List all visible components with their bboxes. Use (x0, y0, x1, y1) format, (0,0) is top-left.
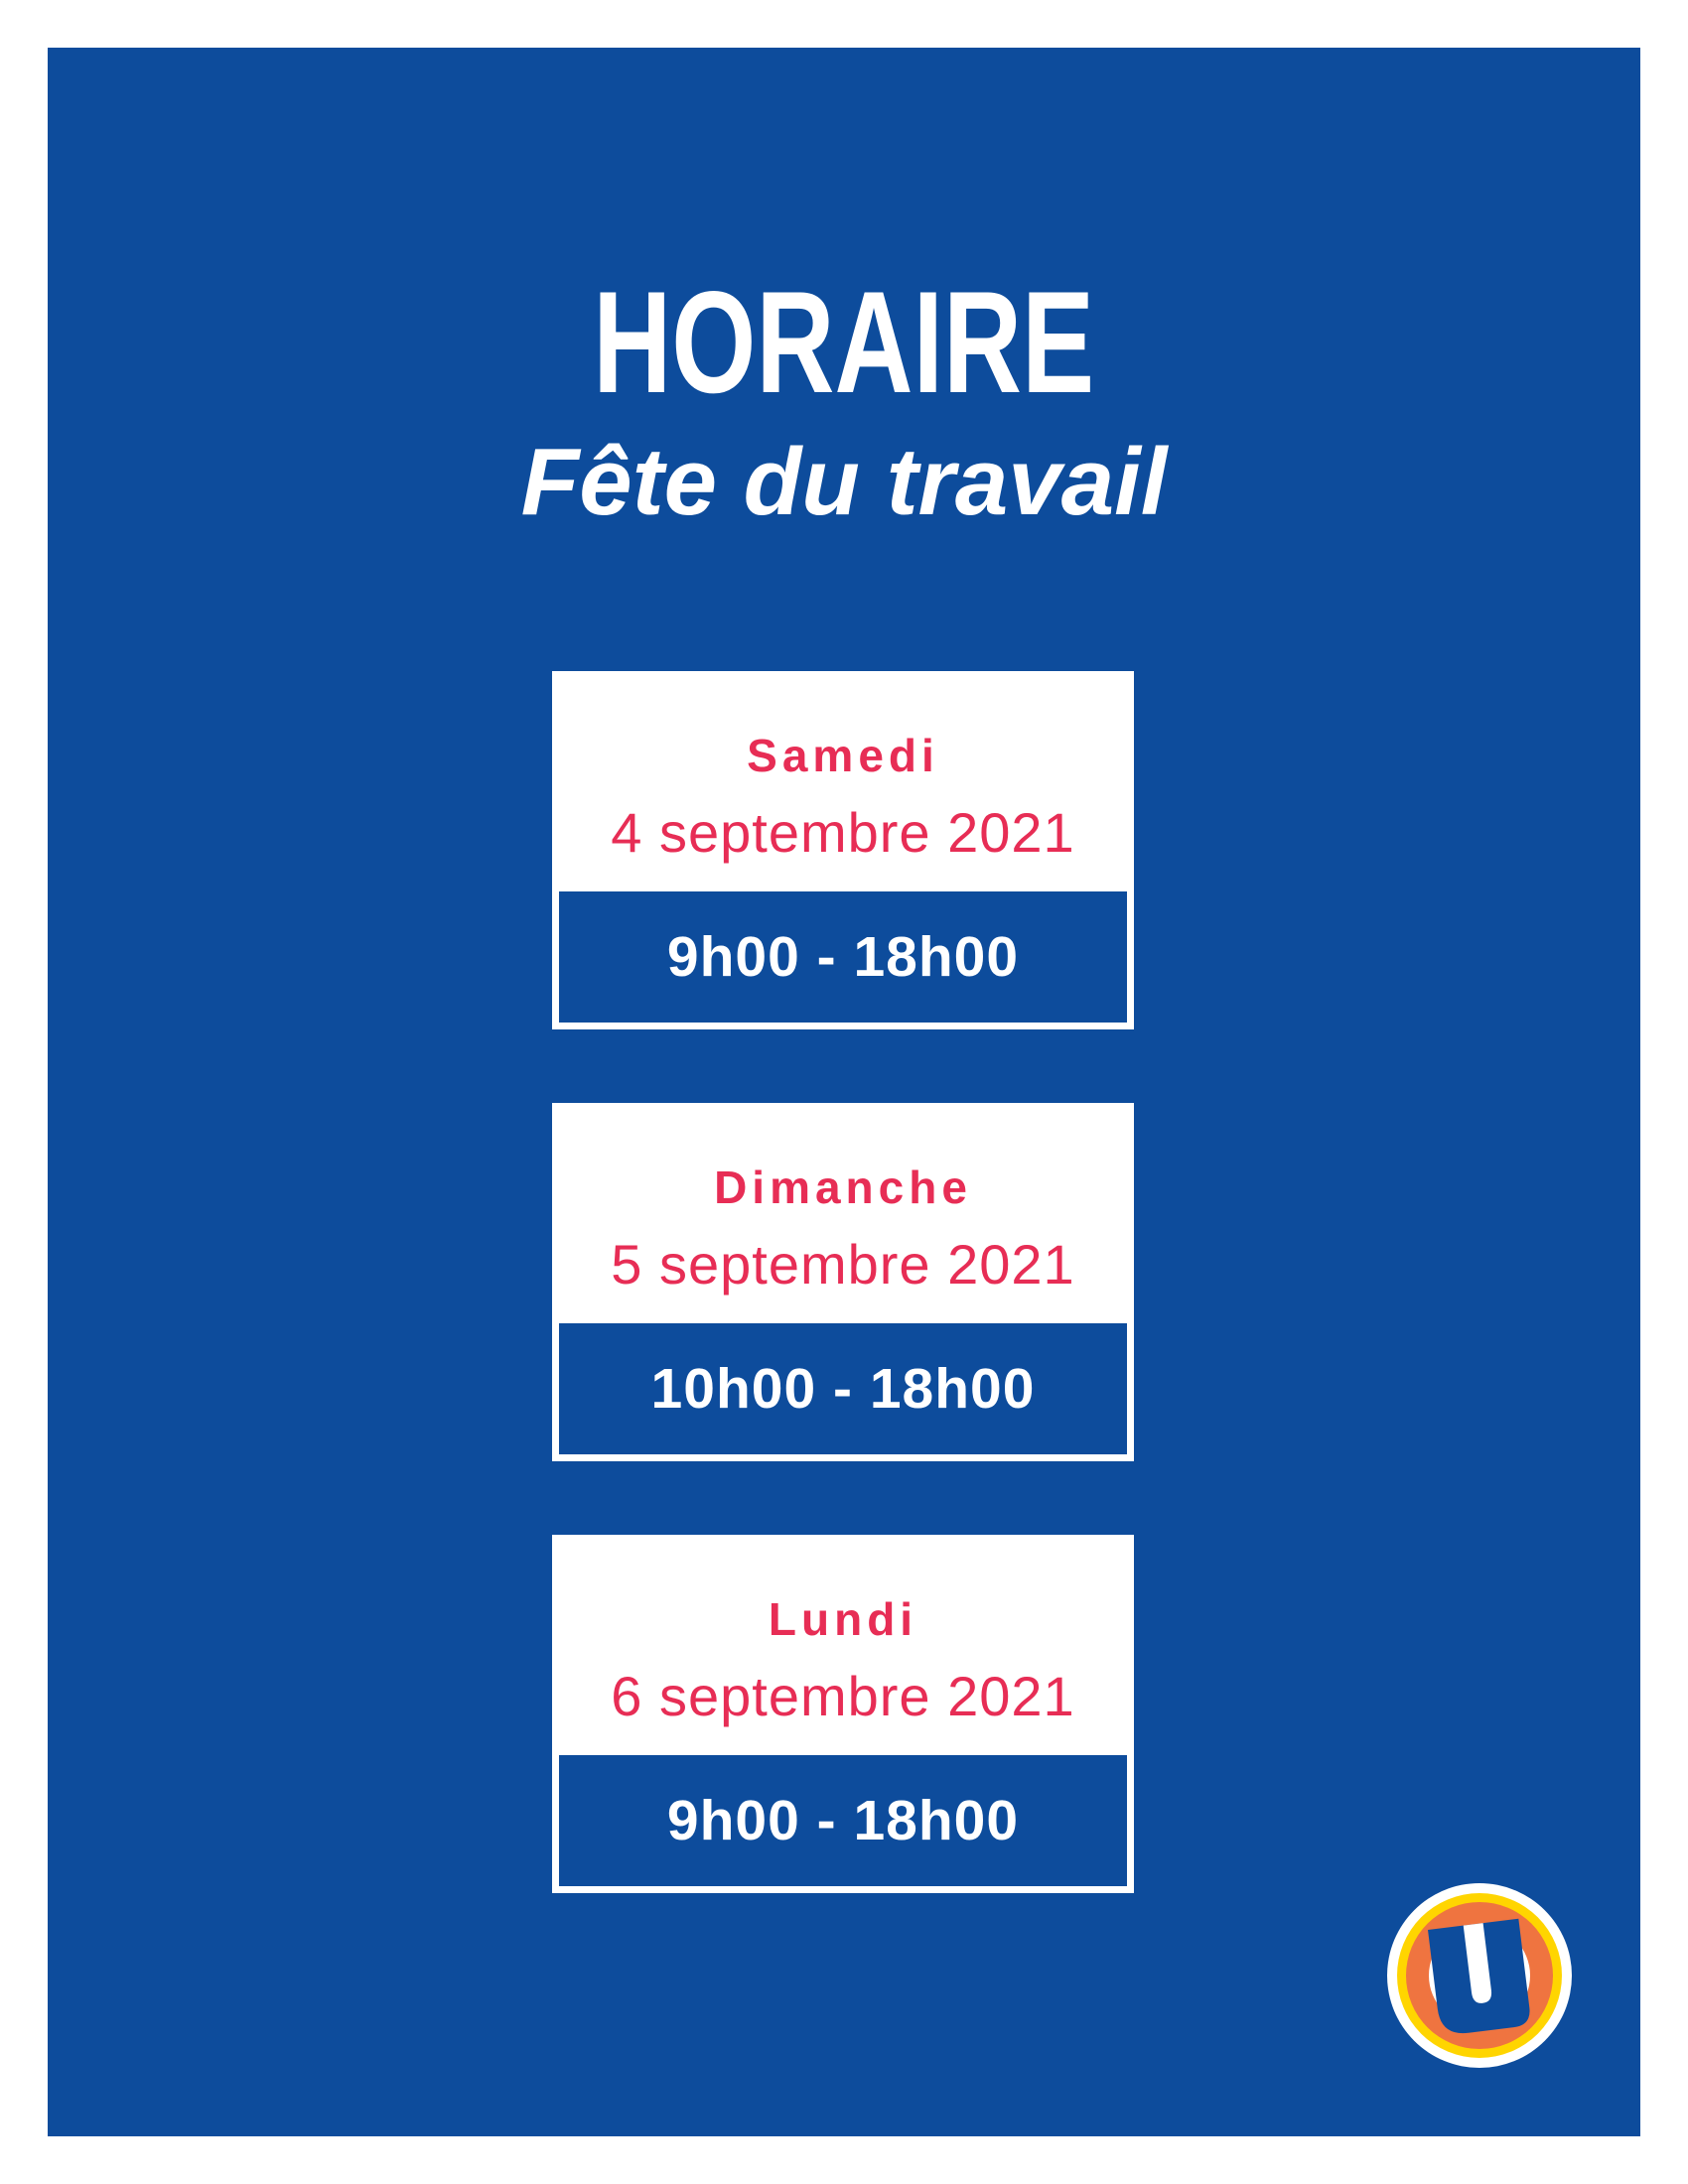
day-label: Samedi (747, 730, 939, 781)
poster-title: HORAIRE (0, 270, 1688, 415)
schedule-card-sunday: Dimanche 5 septembre 2021 10h00 - 18h00 (552, 1103, 1134, 1461)
date-label: 5 septembre 2021 (611, 1233, 1075, 1296)
u-brand-logo-icon (1386, 1882, 1573, 2069)
hours-bar: 9h00 - 18h00 (559, 891, 1127, 1023)
hours-label: 9h00 - 18h00 (666, 1789, 1020, 1852)
poster-subtitle: Fête du travail (520, 429, 1168, 535)
hours-label: 9h00 - 18h00 (666, 925, 1020, 989)
date-label: 6 septembre 2021 (611, 1665, 1075, 1727)
day-label: Lundi (768, 1593, 918, 1645)
hours-bar: 9h00 - 18h00 (559, 1755, 1127, 1886)
schedule-card-saturday: Samedi 4 septembre 2021 9h00 - 18h00 (552, 671, 1134, 1029)
schedule-card-monday: Lundi 6 septembre 2021 9h00 - 18h00 (552, 1535, 1134, 1893)
hours-label: 10h00 - 18h00 (650, 1357, 1036, 1421)
hours-bar: 10h00 - 18h00 (559, 1323, 1127, 1454)
poster-title-text: HORAIRE (593, 261, 1095, 423)
day-label: Dimanche (714, 1161, 972, 1213)
date-label: 4 septembre 2021 (611, 801, 1075, 864)
